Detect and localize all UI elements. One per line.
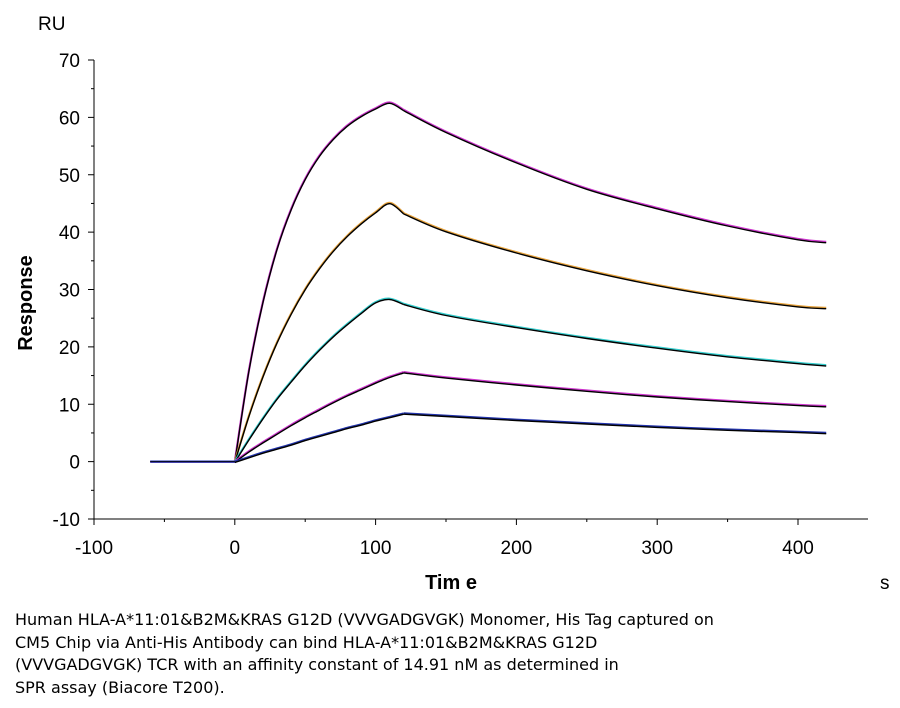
y-tick-label: 50 [59, 166, 80, 187]
y-unit-label: RU [38, 14, 65, 35]
sensorgram-curve [403, 371, 827, 408]
fit-curve [234, 298, 405, 463]
series-group [150, 101, 827, 464]
axes [93, 60, 868, 520]
y-tick-label: 40 [59, 223, 80, 244]
figure-caption: Human HLA-A*11:01&B2M&KRAS G12D (VVVGADG… [15, 610, 714, 697]
y-tick-label: 0 [69, 453, 80, 474]
series-5 [150, 412, 827, 464]
sensorgram-curve [403, 302, 827, 367]
sensorgram-curve [403, 212, 827, 309]
y-tick-label: 70 [59, 51, 80, 72]
fit-curve [403, 303, 827, 367]
sensorgram-curve [403, 108, 827, 243]
x-axis-title: Tim e [425, 572, 477, 594]
y-tick-label: 20 [59, 338, 80, 359]
y-axis-title: Response [15, 255, 37, 351]
sensorgram-curve [403, 412, 827, 434]
fit-curve [234, 413, 404, 464]
fit-curve [403, 413, 827, 435]
y-tick-label: 60 [59, 108, 80, 129]
x-tick-label: 200 [501, 538, 533, 559]
x-tick-label: 400 [782, 538, 814, 559]
y-tick-label: -10 [53, 510, 80, 531]
x-tick-label: -100 [75, 538, 113, 559]
fit-curve [403, 372, 827, 408]
series-2 [150, 201, 827, 463]
y-tick-label: 10 [59, 395, 80, 416]
sensorgram-curve [234, 412, 405, 463]
x-tick-label: 0 [230, 538, 241, 559]
x-tick-label: 100 [360, 538, 392, 559]
fit-curve [403, 213, 827, 310]
fit-curve [234, 372, 405, 463]
y-tick-label: 30 [59, 281, 80, 302]
fit-curve [403, 110, 827, 244]
x-tick-label: 300 [641, 538, 673, 559]
x-unit-label: s [880, 573, 890, 594]
fit-curve [234, 203, 405, 463]
fit-curve [234, 102, 405, 463]
